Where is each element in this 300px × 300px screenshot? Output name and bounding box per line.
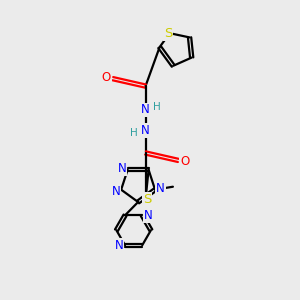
Text: H: H xyxy=(153,103,161,112)
Text: N: N xyxy=(141,103,150,116)
Text: N: N xyxy=(111,185,120,198)
Text: H: H xyxy=(130,128,138,138)
Text: S: S xyxy=(143,193,151,206)
Text: N: N xyxy=(144,209,153,222)
Text: O: O xyxy=(102,71,111,84)
Text: N: N xyxy=(141,124,150,137)
Text: O: O xyxy=(180,155,189,168)
Text: N: N xyxy=(118,162,127,175)
Text: S: S xyxy=(164,27,172,40)
Text: N: N xyxy=(115,239,124,252)
Text: N: N xyxy=(156,182,165,195)
